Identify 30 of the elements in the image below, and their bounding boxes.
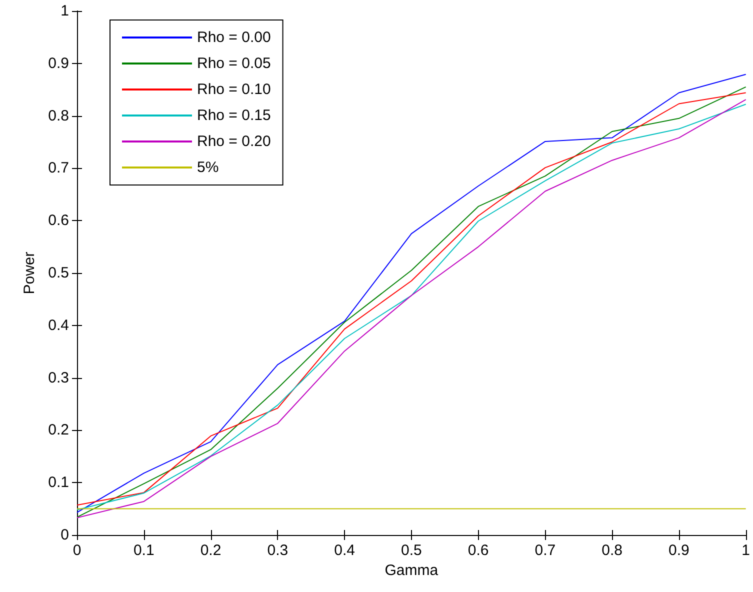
y-tick-label: 0.4 xyxy=(48,316,69,334)
x-tick-label: 0.4 xyxy=(334,542,355,559)
legend-label: 5% xyxy=(197,159,219,176)
y-tick-label: 0.1 xyxy=(48,474,69,492)
x-tick-label: 0.7 xyxy=(534,542,556,559)
y-tick-label: 0.6 xyxy=(48,212,69,230)
legend-label: Rho = 0.10 xyxy=(197,81,271,98)
x-tick-label: 0.2 xyxy=(200,542,222,559)
y-tick-label: 1 xyxy=(60,2,69,20)
y-tick-label: 0.3 xyxy=(48,369,69,386)
y-tick-label: 0.2 xyxy=(48,422,69,439)
y-tick-label: 0.7 xyxy=(48,160,69,177)
legend-label: Rho = 0.00 xyxy=(197,29,271,46)
y-tick-label: 0 xyxy=(60,526,69,544)
x-tick-label: 0.1 xyxy=(133,542,154,559)
legend-label: Rho = 0.20 xyxy=(197,133,271,150)
x-tick-label: 0.6 xyxy=(468,542,489,559)
x-tick-label: 0.9 xyxy=(668,542,690,559)
x-tick-label: 0.8 xyxy=(602,542,622,559)
y-tick-label: 0.8 xyxy=(48,107,69,124)
legend-label: Rho = 0.15 xyxy=(197,107,271,124)
legend-label: Rho = 0.05 xyxy=(197,55,271,72)
x-tick-label: 0 xyxy=(72,542,82,559)
y-tick-label: 0.5 xyxy=(48,264,69,282)
y-tick-label: 0.9 xyxy=(48,54,69,72)
x-tick-label: 0.3 xyxy=(267,542,288,559)
x-tick-label: 0.5 xyxy=(400,542,422,559)
y-axis-title: Power xyxy=(21,252,38,294)
x-tick-label: 1 xyxy=(742,542,750,559)
x-axis-title: Gamma xyxy=(384,562,439,579)
